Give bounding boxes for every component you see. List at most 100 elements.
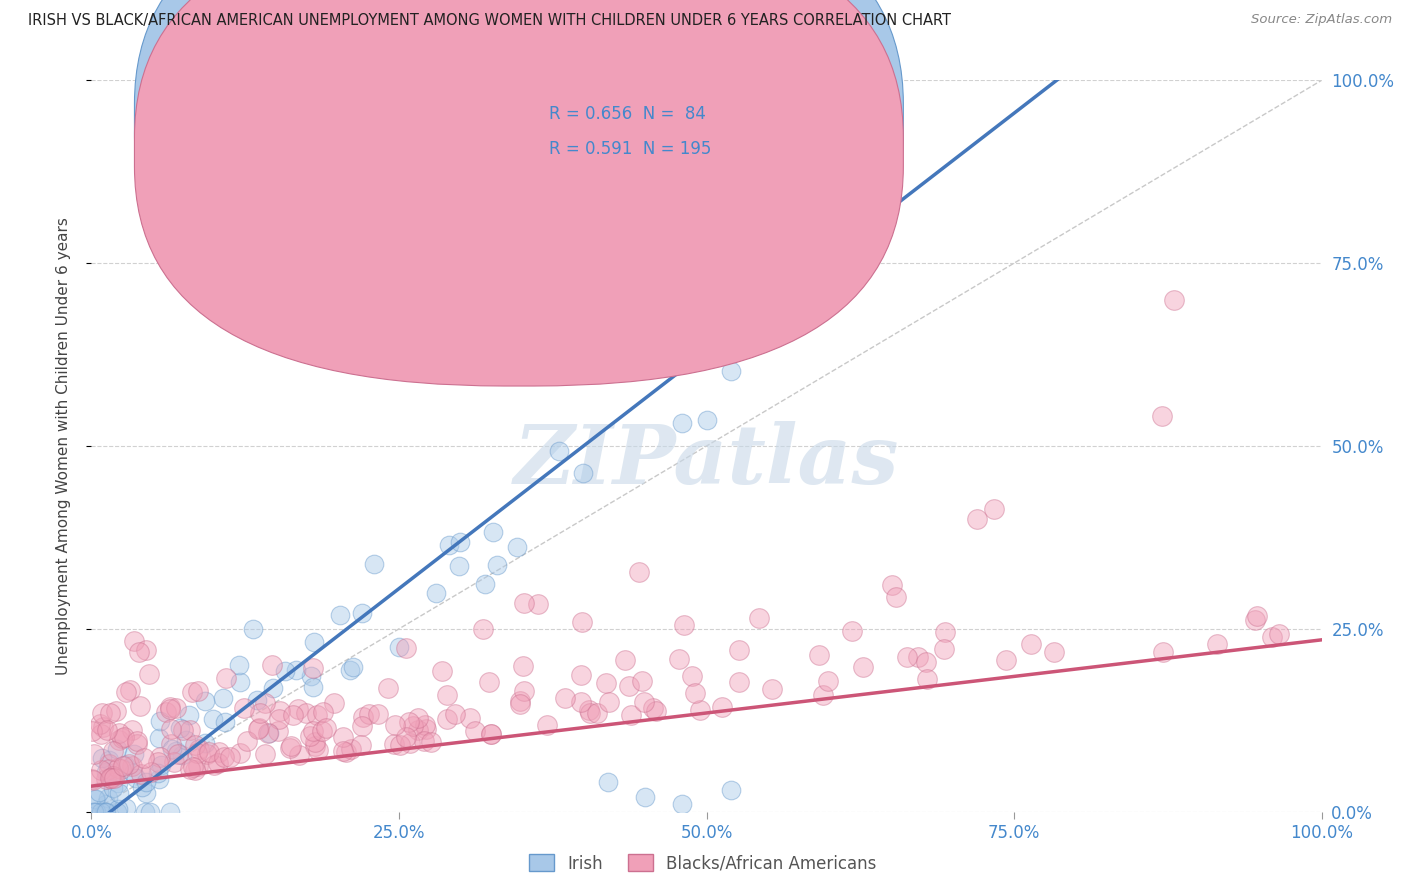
Point <box>382 737 405 751</box>
Point <box>1260 631 1282 645</box>
Point <box>197 745 219 759</box>
Point <box>115 801 138 815</box>
Point <box>1150 409 1173 423</box>
Point <box>458 711 481 725</box>
Point <box>83 747 105 761</box>
Point <box>430 665 453 679</box>
Point <box>94 805 117 819</box>
Point <box>172 747 194 762</box>
Point <box>748 611 770 625</box>
Point <box>82 772 104 787</box>
Point <box>512 684 534 698</box>
Point <box>87 784 110 798</box>
Point <box>97 762 120 776</box>
Point <box>100 771 122 785</box>
Point <box>388 640 411 654</box>
Point <box>1267 627 1289 641</box>
Point <box>260 658 283 673</box>
Point <box>398 715 420 730</box>
Point <box>633 695 655 709</box>
Point <box>395 730 418 744</box>
Point <box>983 501 1005 516</box>
Point <box>841 624 863 638</box>
Point <box>125 738 148 752</box>
Point <box>194 693 217 707</box>
Point <box>97 757 120 772</box>
Point <box>811 688 834 702</box>
Point <box>149 750 172 764</box>
Point <box>114 757 136 772</box>
Y-axis label: Unemployment Among Women with Children Under 6 years: Unemployment Among Women with Children U… <box>56 217 70 675</box>
Point <box>160 742 183 756</box>
Point <box>254 696 277 710</box>
Point <box>727 643 749 657</box>
Point <box>249 706 271 721</box>
Point <box>146 765 169 780</box>
Point <box>1246 608 1268 623</box>
Point <box>896 650 918 665</box>
Point <box>332 730 354 744</box>
Point <box>478 674 501 689</box>
Point <box>135 774 157 789</box>
Text: R = 0.591  N = 195: R = 0.591 N = 195 <box>548 140 711 158</box>
Point <box>482 524 505 539</box>
Point <box>93 805 115 819</box>
Point <box>1042 645 1064 659</box>
Point <box>1205 637 1227 651</box>
Point <box>966 512 988 526</box>
Point <box>884 590 907 604</box>
Point <box>105 805 128 819</box>
Point <box>110 762 132 776</box>
Point <box>357 707 380 722</box>
Point <box>807 648 830 662</box>
Point <box>509 694 531 708</box>
Point <box>406 711 429 725</box>
Point <box>596 775 619 789</box>
Point <box>194 736 217 750</box>
FancyBboxPatch shape <box>472 87 891 190</box>
Point <box>121 723 143 737</box>
Point <box>681 669 703 683</box>
Point <box>671 416 693 430</box>
Point <box>141 764 163 779</box>
Point <box>187 759 209 773</box>
Point <box>112 730 135 744</box>
Point <box>304 739 326 753</box>
Point <box>91 719 114 733</box>
Point <box>671 797 693 812</box>
Point <box>128 698 150 713</box>
FancyBboxPatch shape <box>135 0 903 352</box>
Point <box>256 725 278 739</box>
Point <box>103 744 125 758</box>
Point <box>1163 293 1185 307</box>
Point <box>281 708 304 723</box>
Point <box>634 790 657 805</box>
Point <box>93 805 115 819</box>
Point <box>420 734 443 748</box>
Point <box>122 765 145 780</box>
Point <box>527 597 550 611</box>
Point <box>852 660 875 674</box>
Point <box>479 726 502 740</box>
Legend: Irish, Blacks/African Americans: Irish, Blacks/African Americans <box>523 847 883 880</box>
Point <box>269 704 291 718</box>
Point <box>131 780 153 794</box>
Point <box>299 669 322 683</box>
Point <box>107 761 129 775</box>
Point <box>367 706 389 721</box>
Text: R = 0.656  N =  84: R = 0.656 N = 84 <box>548 105 706 123</box>
Point <box>437 538 460 552</box>
Point <box>155 705 177 719</box>
Point <box>82 805 104 819</box>
Point <box>229 674 252 689</box>
Point <box>627 566 650 580</box>
Point <box>121 759 143 773</box>
Point <box>335 744 357 758</box>
Point <box>295 706 318 720</box>
Point <box>288 748 311 763</box>
Point <box>315 722 337 736</box>
Text: ZIPatlas: ZIPatlas <box>513 421 900 500</box>
Point <box>994 653 1017 667</box>
Point <box>172 723 194 738</box>
Point <box>89 717 111 731</box>
